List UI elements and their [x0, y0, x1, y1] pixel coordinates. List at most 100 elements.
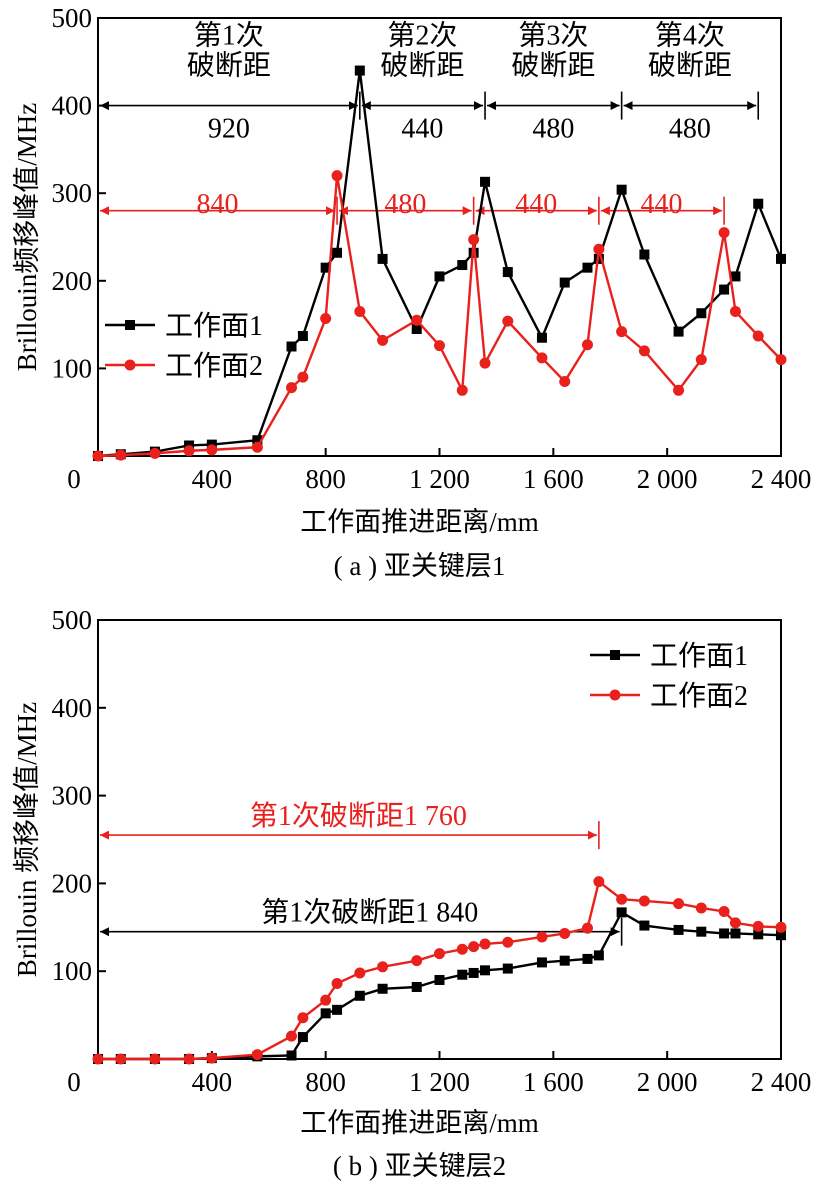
x-tick-label: 0: [67, 464, 81, 494]
data-point: [320, 1008, 331, 1019]
data-point: [616, 184, 627, 195]
data-point: [115, 1053, 127, 1065]
legend-label: 工作面1: [650, 640, 748, 672]
data-point: [752, 920, 764, 932]
annotation-value: 480: [384, 189, 426, 220]
data-point: [297, 371, 309, 383]
data-point: [183, 445, 195, 457]
data-point: [479, 357, 491, 369]
data-point: [457, 969, 468, 980]
x-tick-label: 800: [305, 1067, 346, 1097]
data-point: [559, 277, 570, 288]
x-tick-label: 1 200: [409, 464, 470, 494]
annotation-value: 第1次破断距1 760: [250, 800, 467, 832]
data-point: [753, 929, 764, 940]
data-point: [457, 260, 468, 271]
legend-label: 工作面1: [165, 310, 263, 342]
data-point: [297, 1012, 309, 1024]
legend-label: 工作面2: [165, 350, 263, 382]
data-point: [639, 249, 650, 260]
data-point: [411, 955, 423, 967]
data-point: [480, 965, 491, 976]
x-tick-label: 1 600: [523, 464, 584, 494]
data-point: [536, 332, 547, 343]
x-tick-label: 800: [305, 464, 346, 494]
y-tick-label: 500: [52, 3, 93, 33]
data-point: [719, 928, 730, 939]
annotation-label: 第2次: [387, 19, 457, 51]
annotation-label: 破断距: [380, 49, 464, 81]
x-tick-label: 0: [67, 1067, 81, 1097]
data-point: [673, 898, 685, 910]
data-point: [434, 340, 445, 352]
figure-caption: ( b ) 亚关键层2: [333, 1151, 506, 1181]
data-point: [92, 1053, 104, 1065]
data-point: [183, 1053, 195, 1065]
data-point: [581, 922, 593, 934]
data-point: [696, 308, 707, 319]
chart-1: 0 400 800 1 200 1 600 2 000 2 400 100 200 300 400 5…: [12, 3, 811, 581]
data-point: [695, 902, 707, 914]
data-point: [331, 170, 343, 182]
annotation-label: 第1次: [194, 19, 264, 51]
data-point: [638, 895, 650, 907]
annotation-value: 440: [515, 189, 557, 220]
data-point: [286, 1030, 298, 1042]
legend-marker: [125, 320, 135, 330]
data-point: [673, 326, 684, 337]
data-point: [718, 905, 730, 917]
break-distance-annotation: 第1次破断距1 760: [100, 800, 600, 850]
data-point: [616, 326, 628, 338]
legend-marker: [124, 359, 136, 371]
data-point: [286, 382, 298, 394]
data-point: [468, 967, 479, 978]
data-point: [206, 1052, 218, 1064]
data-point: [434, 974, 445, 985]
data-point: [536, 931, 548, 943]
data-point: [354, 967, 366, 979]
annotation-label: 破断距: [511, 49, 595, 81]
data-point: [286, 341, 297, 352]
x-axis-label: 工作面推进距离/mm: [300, 1108, 539, 1138]
data-point: [673, 924, 684, 935]
data-point: [149, 1053, 161, 1065]
data-point: [251, 441, 263, 453]
y-tick-label: 200: [52, 266, 93, 296]
data-point: [616, 893, 628, 905]
data-point: [502, 963, 513, 974]
x-tick-label: 400: [192, 1067, 233, 1097]
data-point: [593, 243, 605, 255]
data-point: [673, 384, 685, 396]
figure-caption: ( a ) 亚关键层1: [334, 551, 506, 581]
x-tick-label: 2 400: [751, 1067, 812, 1097]
y-tick-label: 400: [52, 91, 93, 121]
data-point: [776, 930, 786, 941]
data-point: [377, 983, 388, 994]
data-point: [536, 957, 547, 968]
data-point: [718, 227, 730, 239]
data-point: [354, 305, 366, 317]
data-point: [753, 198, 764, 209]
y-tick-label: 500: [52, 605, 93, 635]
x-tick-label: 2 000: [637, 464, 698, 494]
data-point: [377, 253, 388, 264]
data-point: [115, 449, 127, 461]
chart-2: 0 400 800 1 200 1 600 2 000 2 400 100 200 300 400 5…: [12, 605, 811, 1181]
data-point: [639, 920, 650, 931]
data-point: [775, 921, 787, 933]
data-point: [320, 262, 331, 273]
annotation-label: 破断距: [187, 49, 271, 81]
data-point: [320, 312, 332, 324]
data-point: [434, 948, 445, 960]
data-point: [559, 376, 571, 388]
data-point: [456, 384, 468, 396]
y-axis-label: Brillouin频移峰值/MHz: [12, 103, 42, 372]
data-point: [149, 447, 161, 459]
data-point: [582, 262, 593, 273]
data-point: [638, 345, 650, 357]
y-axis-label: Brillouin 频移峰值/MHz: [12, 702, 42, 977]
